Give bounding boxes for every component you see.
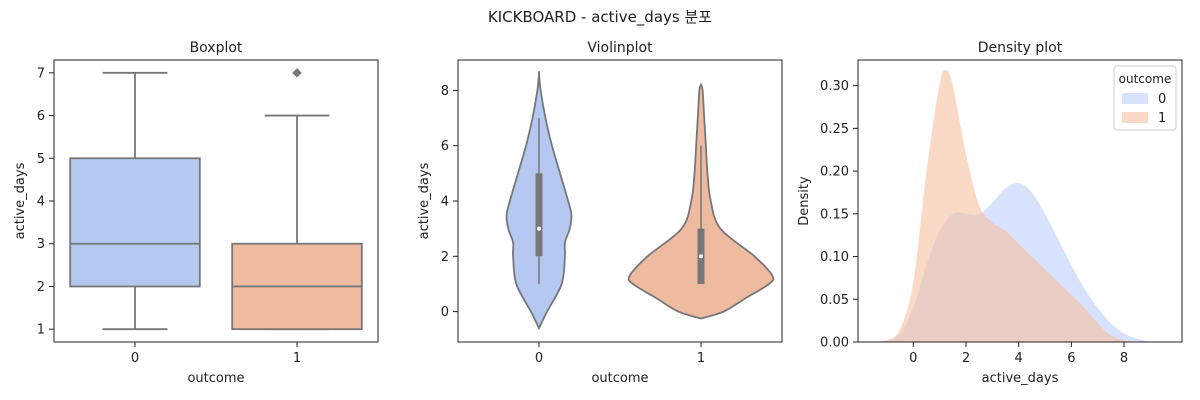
y-tick-label: 0.25	[820, 122, 849, 137]
violin-median-point	[537, 226, 541, 231]
y-tick-label: 0.00	[820, 336, 849, 351]
legend-swatch	[1122, 93, 1148, 104]
y-tick-label: 0.15	[820, 207, 849, 222]
violinplot-panel: Violinplot outcome active_days 0 2 4 6 8 0 1	[417, 40, 783, 386]
y-tick-label: 4	[37, 195, 45, 210]
y-tick-label: 0.05	[820, 293, 849, 308]
x-tick-label: 2	[962, 351, 970, 366]
y-tick-label: 0.30	[820, 79, 849, 94]
y-tick-label: 4	[441, 195, 449, 210]
panel-title: Boxplot	[190, 40, 243, 56]
axes-frame	[457, 59, 783, 343]
x-tick-label: 1	[293, 351, 301, 366]
legend-swatch	[1122, 112, 1148, 123]
y-axis-label: active_days	[417, 162, 432, 239]
x-tick-label: 1	[697, 351, 705, 366]
x-tick-label: 4	[1015, 351, 1023, 366]
panel-title: Density plot	[978, 40, 1063, 56]
y-tick-label: 0.10	[820, 250, 849, 265]
y-tick-label: 6	[441, 139, 449, 154]
violin-iqr-box	[535, 173, 543, 257]
legend-label: 1	[1158, 111, 1166, 126]
axes-frame	[857, 59, 1183, 343]
axes-frame	[53, 59, 379, 343]
legend-label: 0	[1158, 92, 1166, 107]
y-tick-label: 5	[37, 152, 45, 167]
legend-title: outcome	[1119, 72, 1172, 86]
y-tick-label: 2	[441, 250, 449, 265]
y-tick-label: 1	[37, 323, 45, 338]
density-panel: Density plot active_days Density 0.00 0.05 0.…	[797, 40, 1183, 386]
y-tick-label: 3	[37, 237, 45, 252]
violin-0	[505, 70, 573, 331]
figure-suptitle: KICKBOARD - active_days 분포	[488, 8, 712, 27]
y-tick-label: 2	[37, 280, 45, 295]
y-tick-label: 7	[37, 66, 45, 81]
y-axis-label: Density	[797, 176, 812, 226]
y-tick-label: 8	[441, 84, 449, 99]
x-tick-label: 0	[909, 351, 917, 366]
density-area-1	[873, 69, 1138, 342]
x-tick-label: 6	[1067, 351, 1075, 366]
violin-median-point	[699, 254, 703, 259]
outlier-point	[292, 68, 302, 78]
x-tick-label: 0	[131, 351, 139, 366]
x-axis-label: outcome	[187, 371, 244, 386]
boxplot-panel: Boxplot outcome active_days 1 2 3 4 5 6 7 0 1	[13, 40, 379, 386]
box-0	[69, 71, 201, 331]
x-axis-label: active_days	[982, 371, 1059, 386]
y-tick-label: 6	[37, 109, 45, 124]
y-axis-label: active_days	[13, 162, 28, 239]
panel-title: Violinplot	[587, 40, 653, 56]
x-tick-label: 0	[535, 351, 543, 366]
violin-1	[627, 83, 775, 320]
y-tick-label: 0.20	[820, 165, 849, 180]
legend: outcome 0 1	[1113, 65, 1177, 131]
iqr-box	[69, 157, 201, 288]
x-axis-label: outcome	[591, 371, 648, 386]
y-tick-label: 0	[441, 305, 449, 320]
box-1	[231, 68, 363, 331]
x-tick-label: 8	[1120, 351, 1128, 366]
